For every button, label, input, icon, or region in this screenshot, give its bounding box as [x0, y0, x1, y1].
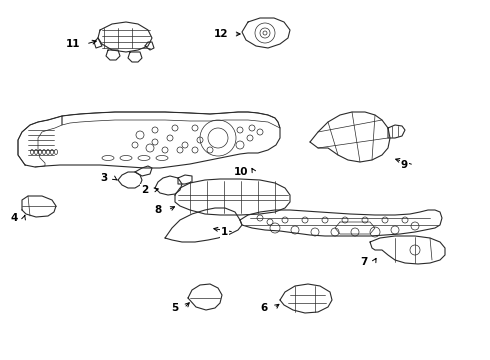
Text: 12: 12 — [214, 29, 228, 39]
Text: 5: 5 — [171, 303, 178, 313]
Text: 11: 11 — [66, 39, 80, 49]
Text: 3: 3 — [101, 173, 108, 183]
Text: 2: 2 — [141, 185, 148, 195]
Text: 9: 9 — [401, 160, 408, 170]
Text: 4: 4 — [11, 213, 18, 223]
Text: 10: 10 — [234, 167, 248, 177]
Text: 6: 6 — [261, 303, 268, 313]
Text: 1: 1 — [221, 227, 228, 237]
Text: 7: 7 — [361, 257, 368, 267]
Text: 8: 8 — [155, 205, 162, 215]
